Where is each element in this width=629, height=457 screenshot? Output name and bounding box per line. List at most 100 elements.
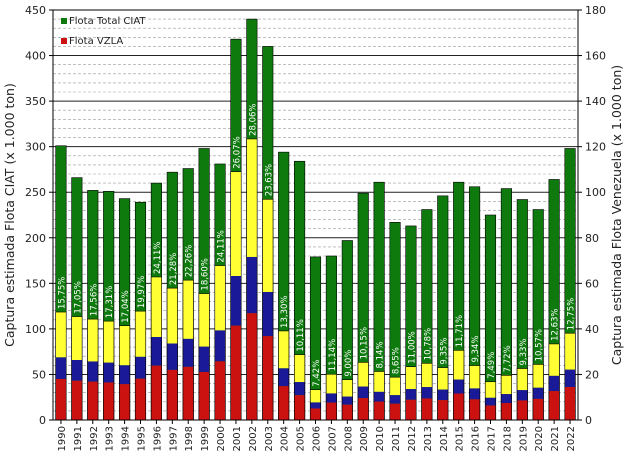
bar-vzla-blue-1994 [119, 365, 130, 385]
bar-vzla-red-2007 [326, 402, 337, 420]
bar-vzla-blue-2019 [517, 390, 528, 401]
bar-vzla-yellow-2018 [501, 375, 512, 395]
bar-vzla-blue-1998 [182, 338, 194, 367]
x-tick-label-2008: 2008 [343, 426, 354, 451]
bar-vzla-yellow-2007 [326, 374, 337, 394]
legend-swatch-total [61, 18, 67, 24]
y-tick-label: 100 [25, 323, 46, 336]
bar-vzla-red-2000 [214, 361, 226, 420]
y2-tick-label: 0 [585, 414, 592, 427]
bar-vzla-red-2009 [357, 398, 369, 420]
bar-vzla-yellow-2017 [485, 381, 496, 398]
percent-label-1994: 17,04% [121, 290, 131, 322]
x-axis-ticks: 1990 1991 1992 1993 1994 1995 1996 1997 1998 1999… [57, 420, 577, 451]
bar-vzla-yellow-1992 [87, 319, 99, 362]
bar-vzla-blue-2005 [294, 382, 305, 396]
percent-label-2015: 11,71% [455, 315, 465, 347]
x-tick-label-1994: 1994 [121, 426, 132, 451]
bar-vzla-blue-2010 [373, 391, 385, 402]
y-tick-label: 50 [32, 368, 46, 381]
bar-vzla-yellow-2006 [310, 389, 321, 403]
bar-vzla-red-1992 [87, 381, 99, 420]
bar-vzla-yellow-1995 [135, 311, 146, 357]
x-tick-label-1991: 1991 [73, 426, 84, 451]
x-tick-label-2005: 2005 [296, 426, 307, 451]
bar-vzla-red-2002 [246, 313, 258, 420]
percent-label-1995: 19,97% [137, 276, 147, 308]
bar-vzla-red-2021 [548, 391, 560, 420]
bar-vzla-yellow-2015 [453, 350, 464, 380]
bar-vzla-red-2020 [532, 398, 544, 420]
y2-tick-label: 80 [585, 232, 599, 245]
bars [55, 18, 576, 421]
bar-vzla-yellow-2003 [262, 199, 274, 292]
x-tick-label-2016: 2016 [471, 426, 482, 451]
bar-vzla-blue-2009 [357, 386, 369, 399]
x-tick-label-2022: 2022 [566, 426, 577, 451]
percent-label-2009: 10,15% [360, 327, 370, 359]
bar-vzla-yellow-1993 [103, 321, 114, 363]
bar-vzla-red-2003 [262, 336, 274, 420]
percent-label-1991: 17,05% [73, 281, 83, 313]
bar-vzla-yellow-2008 [342, 379, 353, 397]
bar-vzla-blue-2006 [310, 402, 321, 409]
x-tick-label-2015: 2015 [455, 426, 466, 451]
y-tick-label: 350 [25, 95, 46, 108]
bar-vzla-red-1995 [135, 378, 146, 420]
bar-vzla-yellow-2020 [532, 364, 544, 388]
bar-vzla-yellow-2021 [548, 343, 560, 376]
bar-vzla-blue-2002 [246, 256, 258, 314]
percent-label-2012: 11,00% [407, 331, 417, 363]
bar-vzla-red-2010 [373, 401, 385, 420]
bar-vzla-blue-1991 [71, 360, 83, 381]
bar-vzla-yellow-2005 [294, 354, 305, 383]
x-tick-label-2013: 2013 [423, 426, 434, 451]
bar-vzla-blue-2011 [389, 395, 401, 404]
x-tick-label-2019: 2019 [518, 426, 529, 451]
bar-vzla-yellow-1994 [119, 325, 130, 366]
bar-vzla-yellow-2004 [278, 330, 289, 369]
left-axis-ticks: 0 50 100 150 200 250 300 350 400 450 [25, 4, 53, 427]
y-tick-label: 450 [25, 4, 46, 17]
percent-label-1993: 17,31% [105, 286, 115, 318]
x-tick-label-2001: 2001 [232, 426, 243, 451]
y2-tick-label: 120 [585, 141, 606, 154]
percent-label-2008: 9,00% [344, 350, 354, 377]
bar-vzla-red-1997 [167, 369, 178, 420]
x-tick-label-2006: 2006 [312, 426, 323, 451]
x-tick-label-2018: 2018 [502, 426, 513, 451]
percent-label-2017: 7,49% [487, 352, 497, 379]
bar-vzla-blue-2020 [532, 387, 544, 399]
percent-label-2005: 10,11% [296, 319, 306, 351]
percent-label-1999: 18,60% [201, 258, 211, 290]
bar-vzla-red-2013 [421, 398, 433, 420]
bar-vzla-red-2008 [342, 404, 353, 420]
percent-label-2004: 13,30% [280, 296, 290, 328]
bar-vzla-red-2016 [469, 399, 480, 420]
percent-labels: 15,75% 17,05% 17,56% 17,31% 17,04% 19,97% 24,1… [57, 104, 576, 387]
bar-vzla-red-2012 [405, 399, 417, 420]
percent-label-2018: 7,72% [503, 345, 513, 372]
bar-vzla-yellow-2012 [405, 366, 417, 390]
bar-vzla-red-1998 [182, 366, 194, 420]
bar-vzla-yellow-1999 [198, 293, 210, 347]
bar-vzla-blue-1996 [151, 337, 162, 366]
bar-vzla-red-2011 [389, 403, 401, 420]
bar-vzla-yellow-2001 [230, 171, 242, 276]
y-tick-label: 250 [25, 186, 46, 199]
bar-vzla-yellow-2010 [373, 371, 385, 392]
legend-label-total: Flota Total CIAT [69, 16, 146, 27]
bar-vzla-blue-2021 [548, 375, 560, 392]
bar-vzla-blue-2018 [501, 394, 512, 404]
percent-label-2011: 8,65% [392, 347, 402, 374]
bar-vzla-blue-2014 [437, 389, 449, 401]
bar-vzla-blue-2004 [278, 368, 289, 387]
bar-vzla-blue-1993 [103, 362, 114, 383]
y2-axis-title: Captura estimada Flota Venezuela (x 1.00… [609, 65, 624, 365]
percent-label-1996: 24,11% [153, 242, 163, 274]
bar-vzla-blue-2007 [326, 393, 337, 403]
bar-vzla-yellow-2022 [564, 333, 576, 370]
bar-vzla-blue-1995 [135, 356, 146, 379]
x-tick-label-2004: 2004 [280, 426, 291, 451]
